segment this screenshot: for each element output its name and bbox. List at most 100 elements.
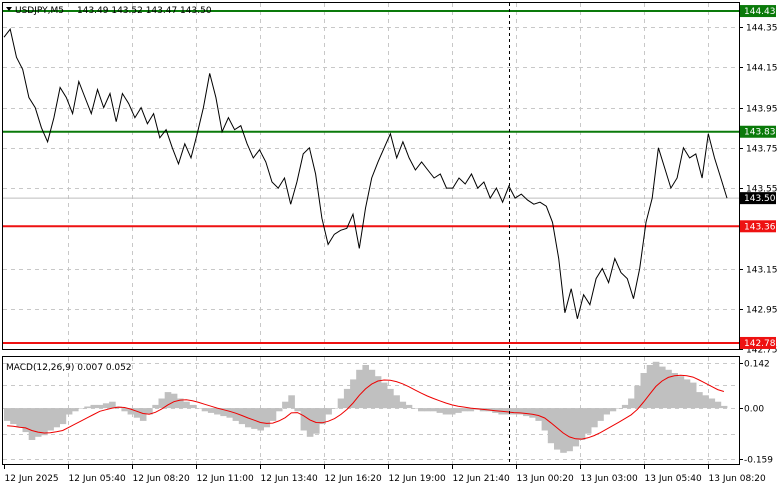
macd-histogram-bar (628, 398, 635, 409)
level-tag-bg (740, 125, 776, 138)
macd-histogram-bar (597, 408, 604, 421)
time-tick-label: 12 Jun 13:40 (261, 474, 318, 484)
time-tick-label: 13 Jun 03:00 (581, 474, 638, 484)
time-tick-label: 12 Jun 19:00 (389, 474, 446, 484)
macd-histogram-bar (467, 408, 475, 412)
macd-histogram-bar (696, 392, 703, 409)
ohlc-label: 143.49 143.52 143.47 143.50 (77, 6, 212, 16)
current-price-tag-bg (740, 192, 776, 205)
level-tag-bg (740, 220, 776, 233)
macd-histogram-bar (220, 408, 227, 417)
macd-histogram-bar (554, 408, 561, 450)
macd-histogram-bar (436, 408, 444, 413)
macd-histogram-bar (442, 408, 450, 415)
macd-histogram-bar (566, 408, 573, 452)
macd-histogram-bar (708, 398, 716, 409)
macd-histogram-bar (325, 408, 332, 415)
macd-tick-label: 0.142 (744, 360, 770, 370)
macd-histogram-bar (350, 379, 357, 409)
macd-histogram-bar (10, 408, 17, 425)
price-grid (3, 3, 739, 349)
level-tag-label: 144.43 (744, 7, 776, 17)
macd-histogram-bar (28, 408, 36, 440)
macd-histogram-bar (714, 401, 722, 409)
macd-histogram-bar (319, 408, 326, 425)
macd-histogram-bar (59, 408, 67, 425)
macd-histogram-bar (102, 403, 110, 409)
macd-histogram-bar (121, 408, 128, 412)
macd-histogram-bar (677, 376, 685, 409)
macd-histogram-bar (189, 404, 196, 409)
macd-histogram-bar (529, 408, 536, 418)
macd-histogram-bar (152, 404, 159, 409)
macd-histogram-bar (418, 408, 425, 412)
macd-histogram-bar (646, 365, 654, 409)
macd-label: MACD(12,26,9) 0.007 0.052 (6, 363, 132, 373)
macd-histogram-bar (16, 408, 23, 428)
macd-histogram-bar (195, 408, 203, 409)
macd-histogram-bar (22, 408, 30, 433)
macd-histogram-bar (294, 408, 301, 412)
level-tag-label: 143.36 (744, 222, 776, 232)
macd-histogram-bar (591, 408, 598, 428)
macd-histogram-bar (523, 408, 530, 417)
price-levels (3, 10, 739, 344)
time-tick-label: 12 Jun 16:20 (325, 474, 382, 484)
price-tick-label: 142.75 (746, 346, 778, 356)
macd-histogram-bar (207, 408, 215, 413)
macd-histogram-bar (90, 404, 98, 409)
time-tick-label: 12 Jun 11:00 (197, 474, 254, 484)
macd-histogram-bar (164, 392, 172, 409)
price-tick-label: 144.35 (746, 24, 778, 34)
macd-histogram-bar (41, 408, 48, 436)
macd-histogram-bar (720, 405, 728, 409)
macd-histogram-bar (689, 382, 697, 409)
price-panel: 144.35 144.15 143.95 143.75 143.55 143.15 142.… (2, 2, 778, 356)
macd-histogram-bar (226, 408, 234, 418)
macd-histogram-bar (146, 408, 153, 415)
level-tag-label: 143.83 (744, 128, 776, 138)
macd-histogram-bar (282, 401, 289, 409)
time-tick-label: 12 Jun 2025 (5, 474, 59, 484)
macd-histogram-bar (578, 408, 586, 440)
price-tick-label: 143.55 (746, 185, 778, 195)
macd-histogram-bar (78, 408, 85, 409)
macd-histogram-bar (374, 376, 382, 409)
macd-histogram-bar (461, 408, 468, 412)
macd-histogram-bar (547, 408, 555, 444)
time-tick-label: 12 Jun 21:40 (453, 474, 510, 484)
macd-histogram-bar (306, 408, 314, 437)
macd-panel: 0.142 0.00 -0.159 MACD(12,26,9) 0.007 0.05… (2, 356, 773, 466)
macd-histogram-bar (516, 408, 524, 415)
level-tag-label: 142.78 (744, 339, 776, 349)
macd-histogram-bar (34, 408, 42, 437)
macd-histogram-bar (560, 408, 567, 453)
macd-histogram-bar (257, 408, 264, 431)
macd-histogram (4, 361, 728, 453)
macd-histogram-bar (232, 408, 240, 421)
macd-histogram-bar (96, 404, 104, 409)
macd-histogram-bar (535, 408, 542, 421)
macd-histogram-bar (362, 365, 369, 409)
macd-histogram-bar (313, 408, 320, 434)
macd-histogram-bar (609, 408, 617, 412)
symbol-label: USDJPY,M5 (15, 6, 64, 16)
macd-tick-label: -0.159 (744, 456, 773, 466)
macd-histogram-bar (640, 373, 648, 409)
macd-histogram-bar (510, 408, 518, 415)
price-tick-label: 143.15 (746, 266, 778, 276)
macd-histogram-bar (127, 408, 135, 415)
macd-histogram-bar (47, 408, 54, 431)
price-tick-label: 143.95 (746, 105, 778, 115)
dropdown-triangle-icon[interactable] (6, 7, 12, 11)
macd-histogram-bar (183, 401, 190, 409)
macd-histogram-bar (53, 408, 60, 428)
macd-histogram-bar (300, 408, 308, 431)
macd-histogram-bar (380, 382, 388, 409)
macd-histogram-bar (337, 398, 345, 409)
macd-histogram-bar (269, 408, 277, 421)
macd-histogram-bar (621, 404, 629, 409)
macd-histogram-bar (201, 408, 209, 412)
chart-header: USDJPY,M5 143.49 143.52 143.47 143.50 (6, 6, 212, 16)
